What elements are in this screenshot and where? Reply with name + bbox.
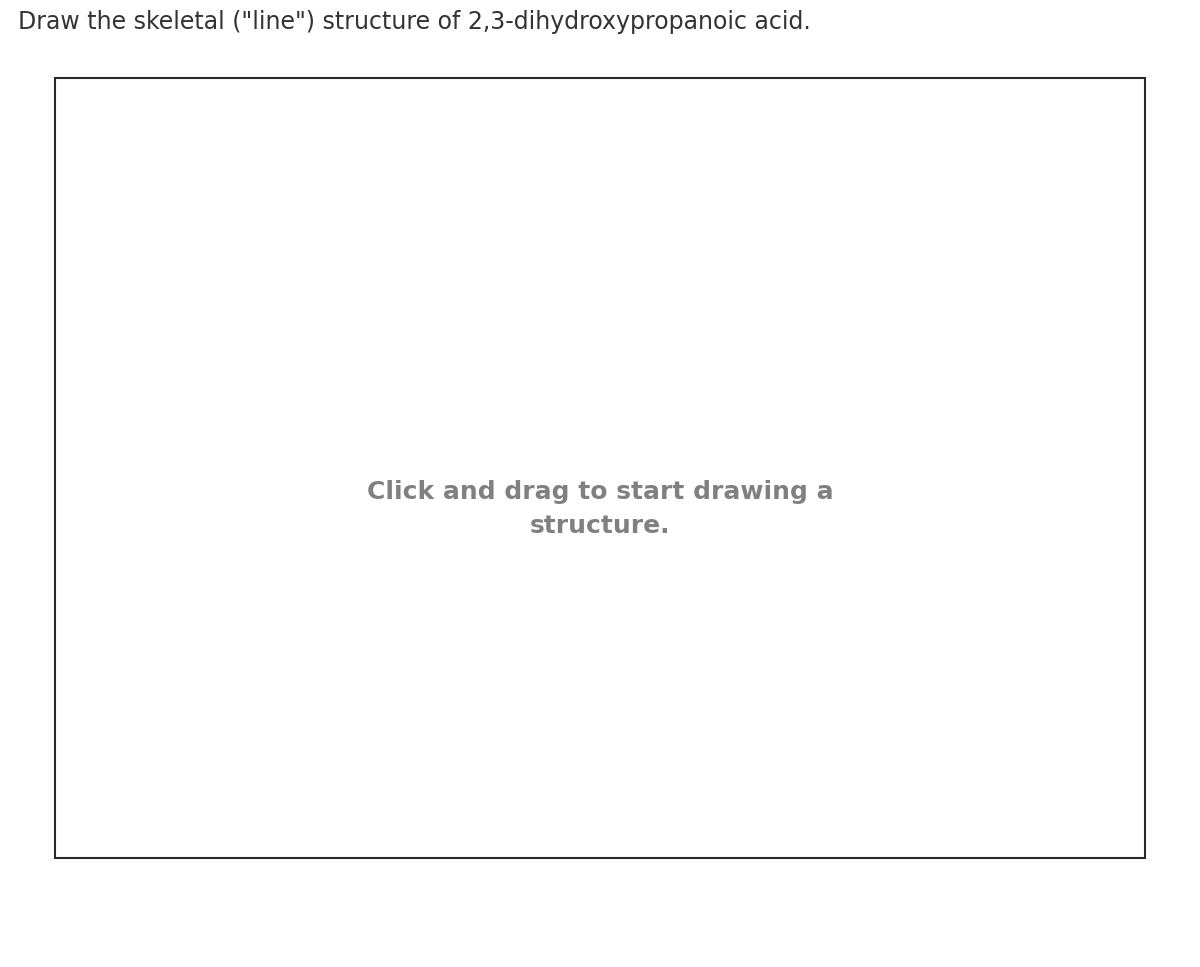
Text: Draw the skeletal ("line") structure of 2,3-dihydroxypropanoic acid.: Draw the skeletal ("line") structure of … [18,10,811,34]
Bar [55,78,1145,858]
Text: Click and drag to start drawing a: Click and drag to start drawing a [367,480,833,504]
Text: structure.: structure. [529,514,671,538]
